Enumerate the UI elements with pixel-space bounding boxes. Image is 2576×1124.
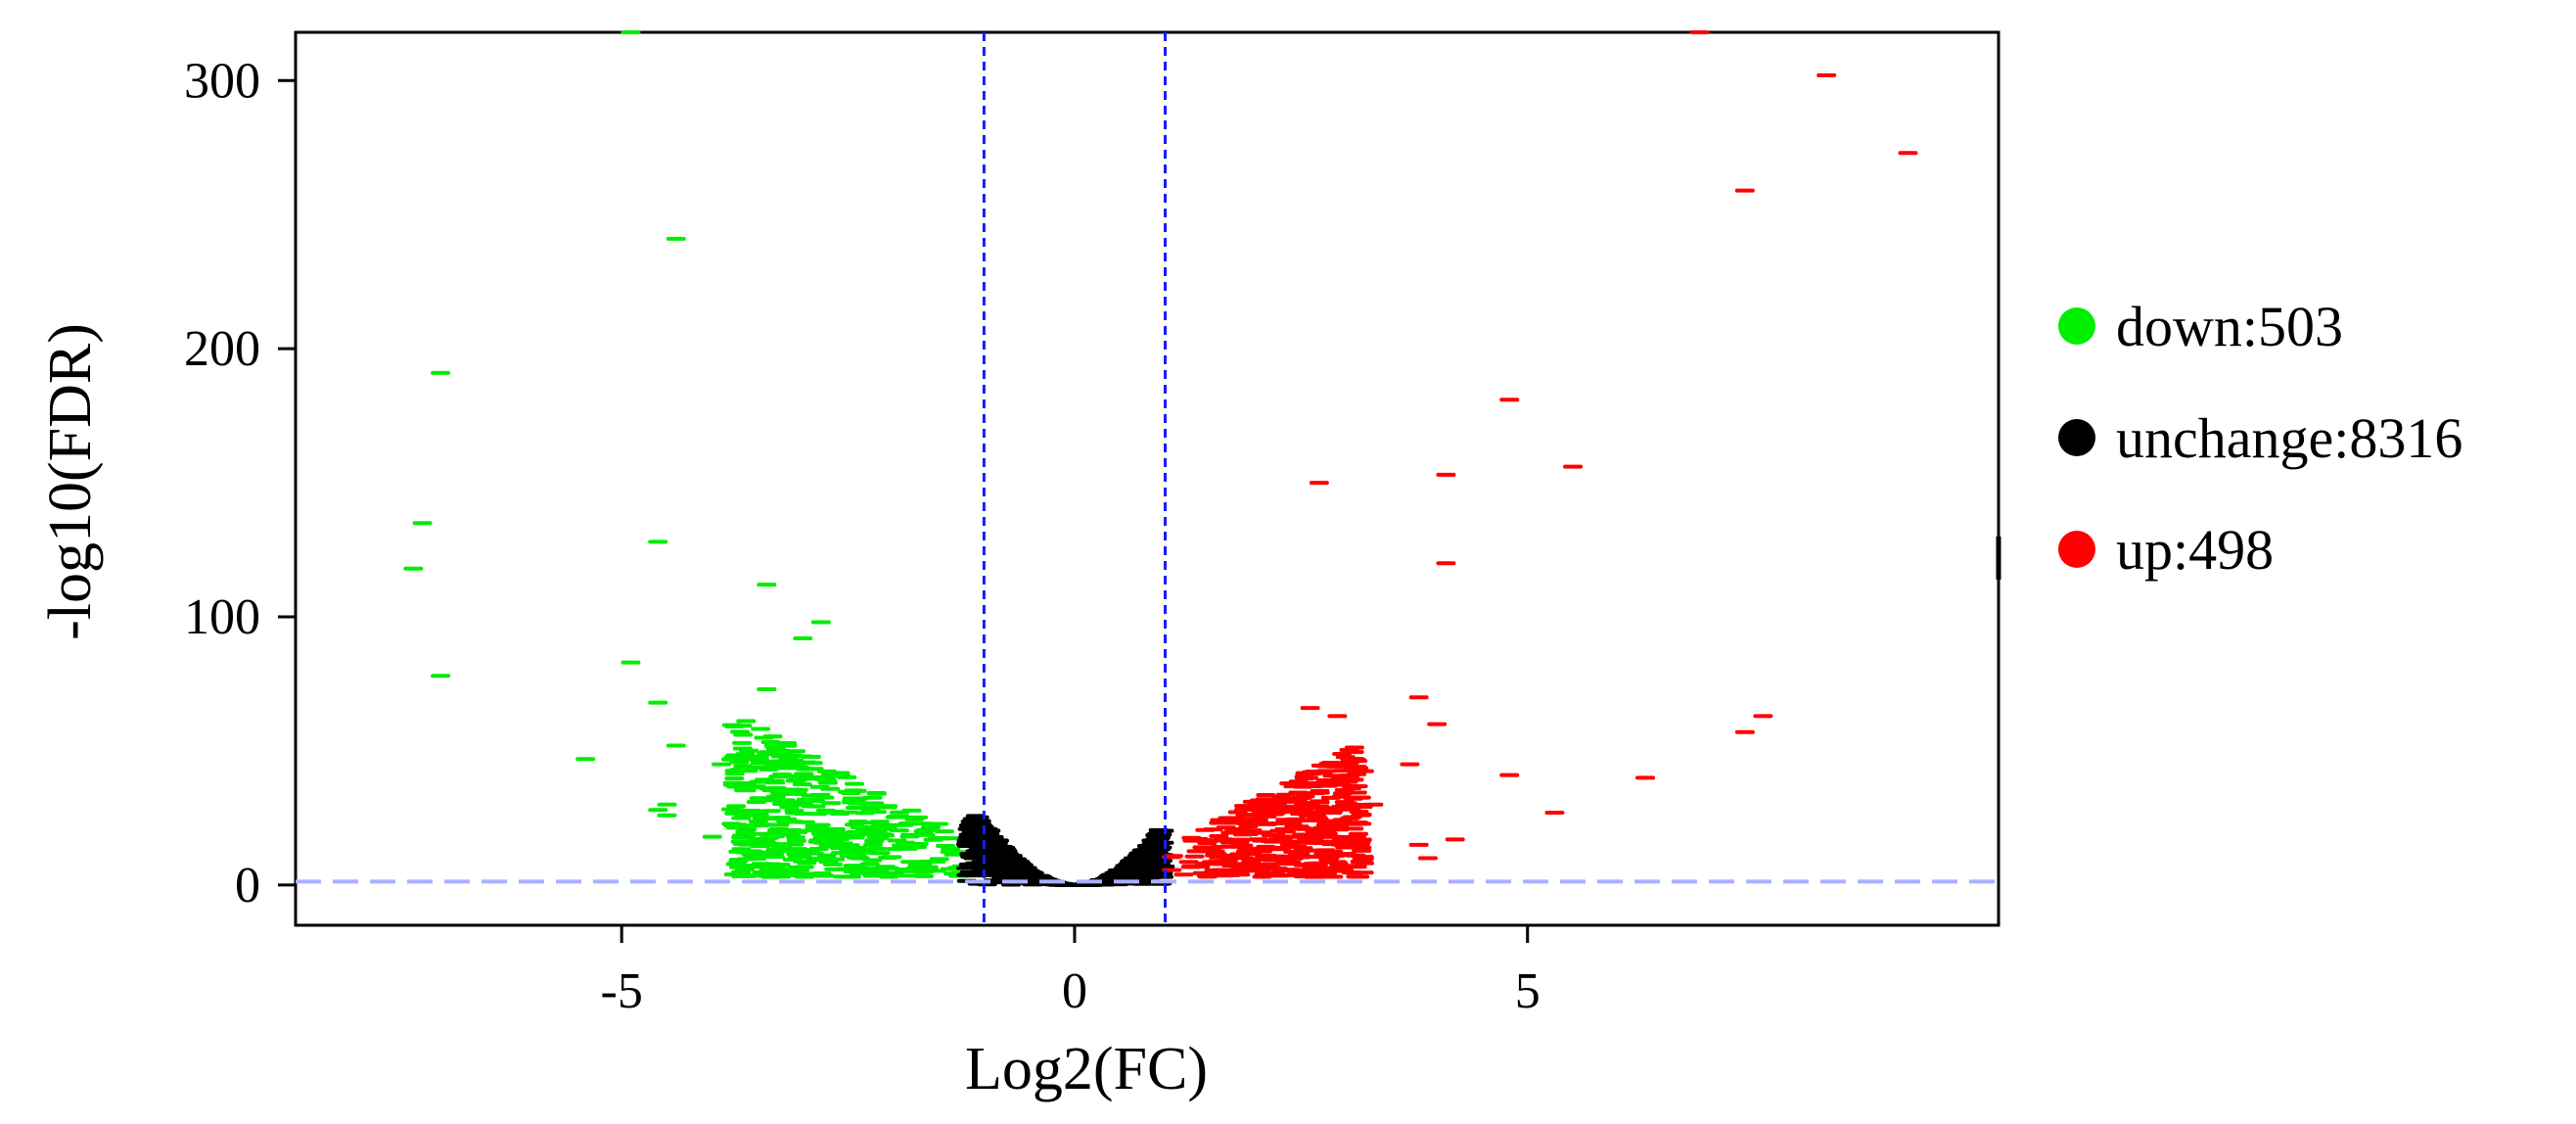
legend-marker <box>2058 531 2095 568</box>
y-tick-label: 300 <box>184 53 260 109</box>
x-axis-title: Log2(FC) <box>965 1036 1208 1102</box>
x-tick-label: 0 <box>1062 963 1087 1019</box>
legend-label: up:498 <box>2116 518 2274 582</box>
plot-area <box>294 30 2001 927</box>
y-axis-title: -log10(FDR) <box>37 323 104 640</box>
y-tick-label: 0 <box>235 858 260 913</box>
x-tick-label: 5 <box>1515 963 1541 1019</box>
threshold-lines <box>296 32 1999 925</box>
legend: down:503 unchange:8316 up:498 <box>2058 295 2462 582</box>
legend-label: down:503 <box>2116 295 2343 358</box>
legend-marker <box>2058 307 2095 345</box>
legend-marker <box>2058 419 2095 456</box>
x-tick-label: -5 <box>601 963 643 1019</box>
plot-frame <box>294 30 2001 927</box>
y-tick-label: 100 <box>184 589 260 645</box>
y-tick-label: 200 <box>184 321 260 377</box>
legend-label: unchange:8316 <box>2116 406 2462 470</box>
